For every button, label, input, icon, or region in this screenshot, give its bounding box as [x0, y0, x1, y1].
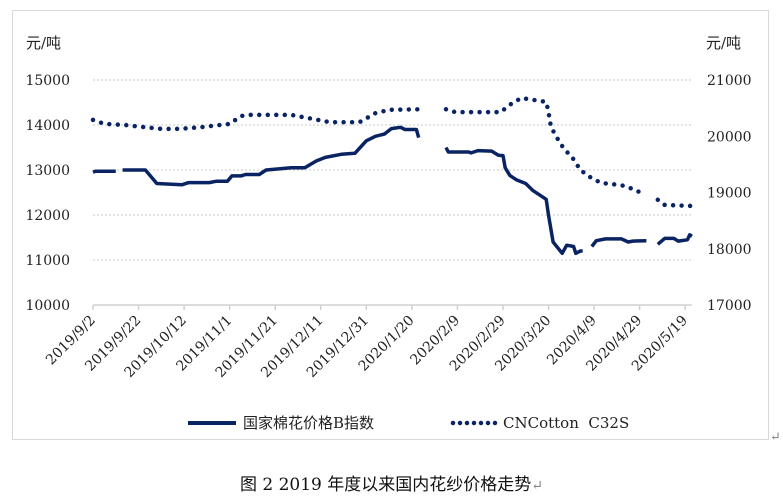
- figure-caption: 图 2 2019 年度以来国内花纱价格走势↵: [0, 470, 783, 495]
- legend: 国家棉花价格B指数 CNCotton C32S: [188, 414, 629, 432]
- y-left-tick-label: 12000: [25, 208, 70, 224]
- y-right-tick-label: 17000: [707, 298, 752, 314]
- y-right-tick-label: 19000: [707, 186, 752, 202]
- legend-label-c32s: CNCotton C32S: [503, 414, 629, 432]
- y-left-tick-label: 10000: [25, 298, 70, 314]
- legend-label-b-index: 国家棉花价格B指数: [243, 414, 374, 432]
- y-right-tick-label: 20000: [707, 129, 752, 145]
- y-right-tick-label: 21000: [707, 73, 752, 89]
- chart-frame: [12, 10, 769, 440]
- series-line-b-index: [92, 125, 693, 256]
- left-axis-unit: 元/吨: [26, 34, 61, 52]
- y-left-tick-label: 14000: [25, 118, 70, 134]
- series-line-c32s: [90, 95, 695, 209]
- y-left-tick-label: 11000: [25, 253, 70, 269]
- return-mark: ↵: [770, 430, 781, 445]
- y-left-tick-label: 13000: [25, 163, 70, 179]
- caption-text: 图 2 2019 年度以来国内花纱价格走势: [239, 475, 532, 495]
- y-left-tick-label: 15000: [25, 73, 70, 89]
- y-right-tick-label: 18000: [707, 242, 752, 258]
- caption-return-mark: ↵: [531, 478, 544, 494]
- right-axis-unit: 元/吨: [706, 34, 741, 52]
- chart: 元/吨 元/吨 10000 11000 12000 13000 14000 15000 17…: [25, 34, 752, 432]
